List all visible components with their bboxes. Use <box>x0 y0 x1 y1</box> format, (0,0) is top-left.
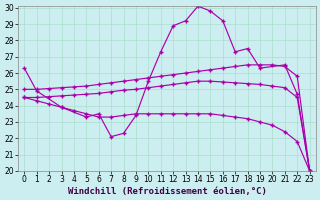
X-axis label: Windchill (Refroidissement éolien,°C): Windchill (Refroidissement éolien,°C) <box>68 187 266 196</box>
